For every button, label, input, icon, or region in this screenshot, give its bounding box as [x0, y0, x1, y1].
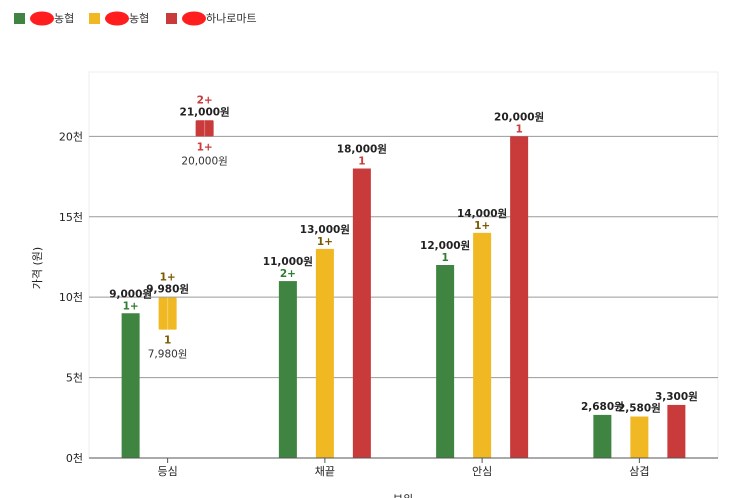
chart-legend[interactable]: 농협 농협 하나로마트	[14, 11, 257, 26]
grade-label: 1	[441, 252, 448, 264]
redaction-mark	[30, 11, 54, 26]
data-label: 9,000원	[109, 287, 152, 300]
x-axis-title: 부위	[393, 493, 413, 498]
legend-swatch	[166, 13, 177, 24]
bar[interactable]	[630, 416, 649, 458]
x-tick-label: 삼겹	[629, 465, 649, 478]
gridlines	[89, 135, 718, 379]
bar[interactable]	[473, 232, 492, 458]
data-label: 3,300원	[655, 390, 698, 403]
y-tick-label: 10천	[59, 290, 83, 304]
bar[interactable]	[352, 168, 371, 459]
data-label: 2,680원	[581, 400, 624, 413]
grade-label: 1+	[160, 271, 176, 283]
legend-label[interactable]: 하나로마트	[206, 11, 257, 25]
x-tick-label: 채끝	[315, 465, 335, 478]
low-data-label: 7,980원	[148, 349, 188, 361]
low-grade-label: 1+	[197, 141, 213, 153]
data-label: 18,000원	[337, 143, 387, 156]
grade-label: 1+	[123, 300, 139, 312]
data-label: 21,000원	[180, 105, 230, 118]
legend-swatch	[14, 13, 25, 24]
grade-label: 2+	[280, 268, 296, 280]
x-tick-label: 등심	[158, 465, 178, 478]
bar[interactable]	[593, 414, 612, 458]
legend-label[interactable]: 농협	[54, 12, 74, 25]
grade-label: 1	[515, 123, 522, 135]
data-label: 20,000원	[494, 110, 544, 123]
legend-swatch	[89, 13, 100, 24]
grade-label: 1+	[474, 220, 490, 232]
grade-label: 2+	[197, 94, 213, 106]
range-bar[interactable]	[195, 120, 214, 137]
bar[interactable]	[436, 265, 455, 458]
bar[interactable]	[121, 313, 140, 458]
data-label: 14,000원	[457, 207, 507, 220]
x-tick-label: 안심	[472, 465, 492, 478]
legend-label[interactable]: 농협	[129, 12, 149, 25]
y-axis-title: 가격 (원)	[31, 247, 44, 289]
range-bar[interactable]	[158, 297, 177, 330]
data-label: 2,580원	[618, 402, 661, 415]
redaction-mark	[182, 11, 206, 26]
grade-label: 1	[358, 156, 365, 168]
bar[interactable]	[667, 404, 686, 458]
bar[interactable]	[278, 281, 297, 458]
data-label: 13,000원	[300, 223, 350, 236]
bar[interactable]	[510, 136, 529, 459]
low-data-label: 20,000원	[181, 155, 227, 167]
data-label: 11,000원	[263, 255, 313, 268]
data-labels-group: 1+9,000원9,980원1+17,980원21,000원2+1+20,000…	[109, 94, 698, 414]
y-tick-label: 15천	[59, 210, 83, 224]
data-label: 9,980원	[146, 282, 189, 295]
redaction-mark	[105, 11, 129, 26]
data-label: 12,000원	[420, 239, 470, 252]
low-grade-label: 1	[164, 335, 171, 347]
y-tick-label: 0천	[66, 451, 83, 465]
bars-group	[121, 120, 686, 459]
y-tick-label: 20천	[59, 129, 83, 143]
y-tick-label: 5천	[66, 371, 83, 385]
bar[interactable]	[315, 248, 334, 458]
grade-label: 1+	[317, 236, 333, 248]
